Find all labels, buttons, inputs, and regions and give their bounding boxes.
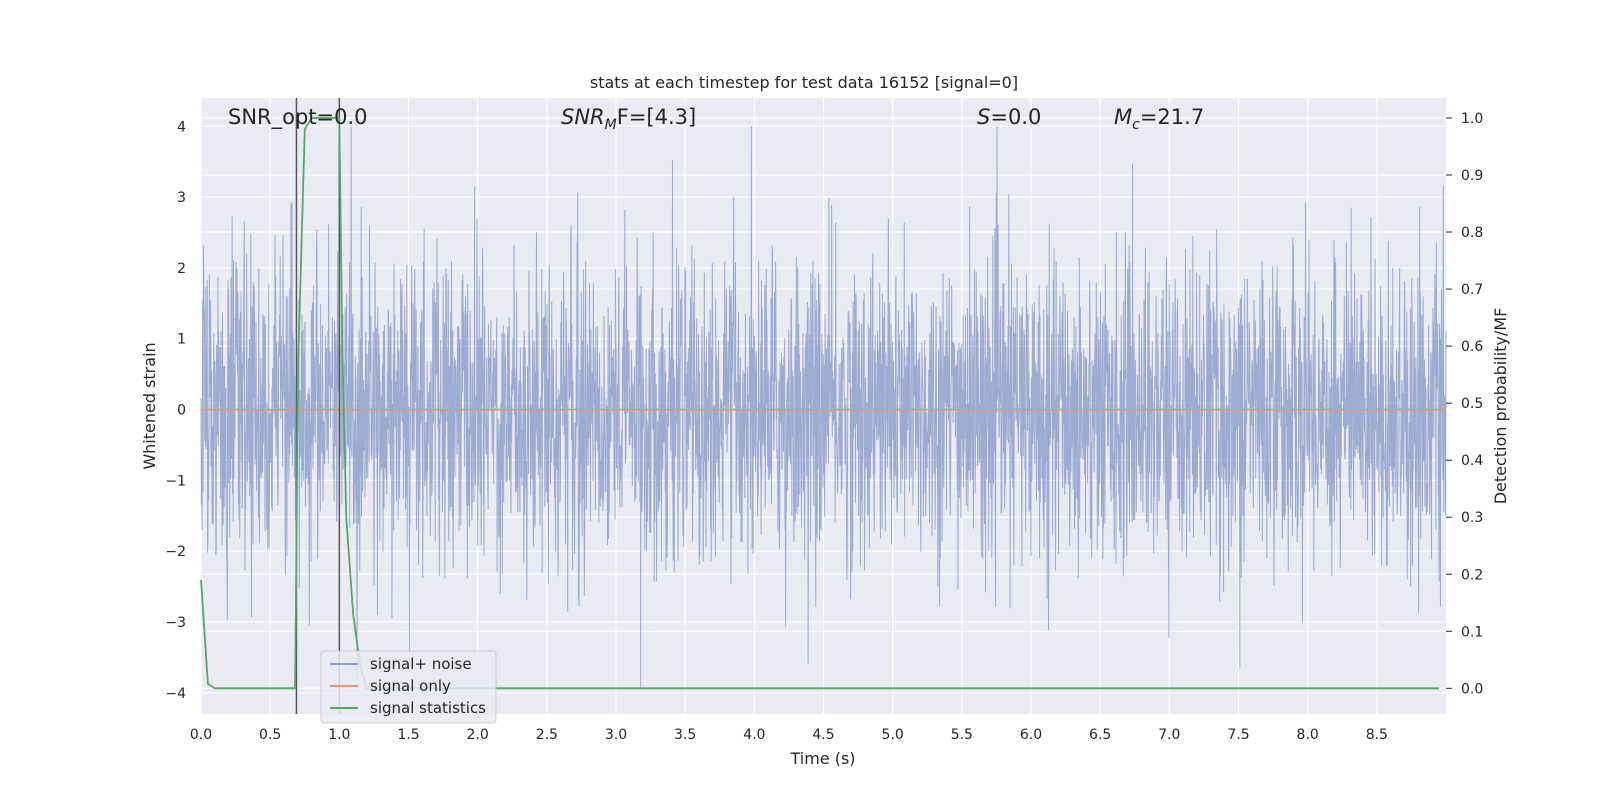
y-tick-label: −2 <box>165 544 186 560</box>
annotation-snr-mf-sub: M <box>605 117 617 133</box>
y-tick-label: −3 <box>165 615 186 631</box>
y2-tick-label: 0.1 <box>1461 624 1483 640</box>
x-tick-label: 3.0 <box>605 727 627 743</box>
series-signal-statistics <box>200 117 1440 690</box>
annotation-s-rest: =0.0 <box>990 105 1041 129</box>
annotation-s: S=0.0 <box>977 105 1041 129</box>
y2-tick-label: 0.5 <box>1461 396 1483 412</box>
x-tick-label: 8.0 <box>1297 727 1319 743</box>
x-tick-label: 8.5 <box>1366 727 1388 743</box>
y2-tick-label: 0.3 <box>1461 510 1483 526</box>
x-tick-label: 1.5 <box>397 727 419 743</box>
x-tick-label: 5.0 <box>882 727 904 743</box>
annotation-snr-mf-rest: F=[4.3] <box>617 105 696 129</box>
legend-label-signal-only: signal only <box>370 677 451 695</box>
y2-tick-label: 0.7 <box>1461 282 1483 298</box>
x-tick-label: 7.5 <box>1227 727 1249 743</box>
x-tick-label: 2.5 <box>536 727 558 743</box>
x-tick-label: 2.0 <box>467 727 489 743</box>
legend: signal+ noise signal only signal statist… <box>320 650 497 724</box>
y-tick-label: −4 <box>165 686 186 702</box>
x-tick-label: 0.5 <box>259 727 281 743</box>
y2-axis-ticks: 1.0 0.9 0.8 0.7 0.6 0.5 0.4 0.3 0.2 0.1 0.0 <box>1446 111 1483 697</box>
x-axis-label: Time (s) <box>789 749 855 768</box>
noise-line <box>200 126 1447 690</box>
y-axis-label: Whitened strain <box>140 342 159 469</box>
y-tick-label: 2 <box>177 261 186 277</box>
y2-tick-label: 0.9 <box>1461 168 1483 184</box>
x-tick-label: 0.0 <box>190 727 212 743</box>
signal-statistics-line <box>200 117 1440 690</box>
annotation-snr-opt: SNR_opt=0.0 <box>228 105 368 130</box>
legend-label-signal-noise: signal+ noise <box>370 655 472 673</box>
y-tick-label: 4 <box>177 119 186 135</box>
annotation-mc-sub: c <box>1132 117 1140 133</box>
x-tick-label: 5.5 <box>951 727 973 743</box>
chart-title: stats at each timestep for test data 161… <box>590 73 1018 92</box>
y-tick-label: 3 <box>177 190 186 206</box>
y2-tick-label: 0.8 <box>1461 225 1483 241</box>
y2-tick-label: 0.2 <box>1461 567 1483 583</box>
annotation-mc-rest: =21.7 <box>1140 105 1204 129</box>
y-axis-ticks: 4 3 2 1 0 −1 −2 −3 −4 <box>165 119 186 701</box>
annotation-mc-main: M <box>1114 105 1132 129</box>
x-tick-label: 7.0 <box>1158 727 1180 743</box>
y2-tick-label: 0.6 <box>1461 339 1483 355</box>
y-tick-label: 1 <box>177 332 186 348</box>
x-tick-label: 3.5 <box>674 727 696 743</box>
y2-tick-label: 1.0 <box>1461 111 1483 127</box>
y2-tick-label: 0.4 <box>1461 453 1483 469</box>
series-signal-noise <box>200 126 1447 690</box>
x-tick-label: 6.0 <box>1020 727 1042 743</box>
x-tick-label: 6.5 <box>1089 727 1111 743</box>
x-tick-label: 4.5 <box>812 727 834 743</box>
x-axis-ticks: 0.0 0.5 1.0 1.5 2.0 2.5 3.0 3.5 4.0 4.5 5.0 5.5 6.0 6… <box>190 727 1388 743</box>
y2-axis-label: Detection probability/MF <box>1491 308 1510 505</box>
y-tick-label: 0 <box>177 403 186 419</box>
annotation-mc: Mc=21.7 <box>1114 105 1204 133</box>
y2-tick-label: 0.0 <box>1461 681 1483 697</box>
x-tick-label: 4.0 <box>743 727 765 743</box>
annotation-snr-mf-main: SNR <box>561 105 605 129</box>
annotation-s-main: S <box>977 105 990 129</box>
legend-box <box>320 650 497 724</box>
annotation-snr-mf: SNRMF=[4.3] <box>561 105 696 133</box>
legend-label-signal-statistics: signal statistics <box>370 699 486 717</box>
y-tick-label: −1 <box>165 473 186 489</box>
x-tick-label: 1.0 <box>328 727 350 743</box>
